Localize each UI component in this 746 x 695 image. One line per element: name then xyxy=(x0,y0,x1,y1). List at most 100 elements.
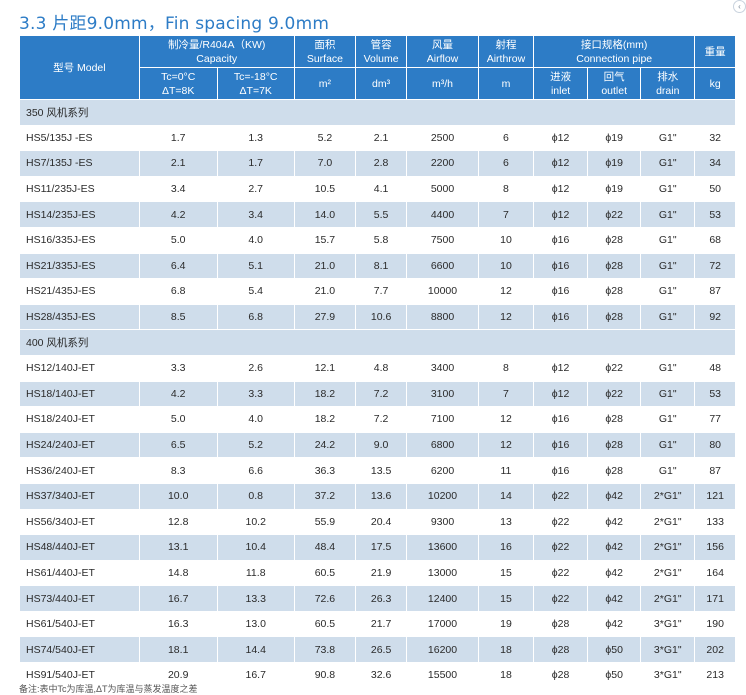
cell-weight: 171 xyxy=(694,585,736,612)
cell-surface: 14.0 xyxy=(293,201,357,228)
cell-cap-tc0: 2.1 xyxy=(138,150,218,177)
cell-outlet: ϕ28 xyxy=(587,304,642,331)
table-row: HS36/240J-ET 8.3 6.6 36.3 13.5 6200 11 ϕ16 ϕ28 G1… xyxy=(19,457,736,484)
cell-surface: 12.1 xyxy=(293,355,357,382)
conn-en: Connection pipe xyxy=(576,52,653,65)
cell-volume: 5.5 xyxy=(355,201,408,228)
cell-airflow: 2200 xyxy=(406,150,479,177)
table-body: 350 风机系列 HS5/135J -ES 1.7 1.3 5.2 2.1 2500 6 ϕ1… xyxy=(19,99,736,689)
cell-cap-tc0: 3.4 xyxy=(138,176,218,203)
spec-table: 型号 Model 制冷量/R404A（KW) Capacity 面积 Surfa… xyxy=(19,35,736,689)
cell-cap-tc18: 10.2 xyxy=(216,509,295,536)
cell-volume: 7.7 xyxy=(355,278,408,305)
cell-inlet: ϕ16 xyxy=(533,457,589,484)
page-title: 3.3 片距9.0mm，Fin spacing 9.0mm xyxy=(19,14,330,34)
cell-surface: 72.6 xyxy=(293,585,357,612)
cell-cap-tc18: 4.0 xyxy=(216,227,295,254)
cell-model: HS18/140J-ET xyxy=(19,381,140,408)
cell-airflow: 3400 xyxy=(406,355,479,382)
cell-drain: G1" xyxy=(640,253,696,280)
cell-airflow: 10200 xyxy=(406,483,479,510)
cell-model: HS28/435J-ES xyxy=(19,304,140,331)
col-volume: 管容 Volume xyxy=(355,35,408,68)
col-connection: 接口规格(mm) Connection pipe xyxy=(533,35,696,68)
cell-drain: G1" xyxy=(640,125,696,152)
cell-airthrow: 18 xyxy=(477,636,535,664)
table-row: HS28/435J-ES 8.5 6.8 27.9 10.6 8800 12 ϕ16 ϕ28 G1… xyxy=(19,304,736,331)
table-header: 型号 Model 制冷量/R404A（KW) Capacity 面积 Surfa… xyxy=(19,35,736,100)
scroll-indicator-icon[interactable]: ‹ xyxy=(733,0,746,13)
cell-outlet: ϕ42 xyxy=(587,611,642,638)
cell-inlet: ϕ16 xyxy=(533,278,589,305)
cell-surface: 18.2 xyxy=(293,406,357,433)
cell-model: HS7/135J -ES xyxy=(19,150,140,177)
cell-cap-tc18: 5.1 xyxy=(216,253,295,280)
cell-airthrow: 11 xyxy=(477,457,535,484)
cell-drain: G1" xyxy=(640,227,696,254)
airthrow-cn: 射程 xyxy=(495,38,517,51)
cell-cap-tc18: 5.4 xyxy=(216,278,295,305)
table-row: HS73/440J-ET 16.7 13.3 72.6 26.3 12400 15 ϕ22 ϕ4… xyxy=(19,585,736,612)
cell-volume: 26.3 xyxy=(355,585,408,612)
cell-outlet: ϕ42 xyxy=(587,585,642,612)
section-label: 350 风机系列 xyxy=(19,99,736,126)
cell-cap-tc0: 3.3 xyxy=(138,355,218,382)
cell-inlet: ϕ16 xyxy=(533,253,589,280)
cell-airflow: 4400 xyxy=(406,201,479,228)
cell-model: HS5/135J -ES xyxy=(19,125,140,152)
cell-airthrow: 12 xyxy=(477,406,535,433)
col-model: 型号 Model xyxy=(19,35,140,100)
cell-cap-tc18: 11.8 xyxy=(216,560,295,587)
cell-airflow: 16200 xyxy=(406,636,479,664)
cell-outlet: ϕ22 xyxy=(587,355,642,382)
cell-airflow: 17000 xyxy=(406,611,479,638)
cell-weight: 133 xyxy=(694,509,736,536)
cell-weight: 50 xyxy=(694,176,736,203)
cell-volume: 21.7 xyxy=(355,611,408,638)
cell-cap-tc18: 6.8 xyxy=(216,304,295,331)
cell-model: HS73/440J-ET xyxy=(19,585,140,612)
unit-airthrow: m xyxy=(477,67,535,100)
table-row: HS12/140J-ET 3.3 2.6 12.1 4.8 3400 8 ϕ12 ϕ22 G1" 4… xyxy=(19,355,736,382)
cell-airthrow: 10 xyxy=(477,253,535,280)
cell-weight: 77 xyxy=(694,406,736,433)
cell-airflow: 15500 xyxy=(406,662,479,689)
cell-outlet: ϕ28 xyxy=(587,457,642,484)
section-label: 400 风机系列 xyxy=(19,329,736,356)
cell-airflow: 3100 xyxy=(406,381,479,408)
cell-weight: 32 xyxy=(694,125,736,152)
cell-model: HS11/235J-ES xyxy=(19,176,140,203)
cell-surface: 27.9 xyxy=(293,304,357,331)
volume-en: Volume xyxy=(363,52,399,65)
cell-airthrow: 15 xyxy=(477,585,535,612)
cell-surface: 60.5 xyxy=(293,560,357,587)
table-row: HS21/335J-ES 6.4 5.1 21.0 8.1 6600 10 ϕ16 ϕ28 G1"… xyxy=(19,253,736,280)
cell-surface: 10.5 xyxy=(293,176,357,203)
cell-drain: 2*G1" xyxy=(640,509,696,536)
cell-outlet: ϕ19 xyxy=(587,125,642,152)
cell-airflow: 7500 xyxy=(406,227,479,254)
table-row: HS61/540J-ET 16.3 13.0 60.5 21.7 17000 19 ϕ28 ϕ4… xyxy=(19,611,736,638)
cell-cap-tc18: 10.4 xyxy=(216,534,295,561)
cell-cap-tc18: 0.8 xyxy=(216,483,295,510)
cell-outlet: ϕ28 xyxy=(587,278,642,305)
cell-airthrow: 12 xyxy=(477,304,535,331)
cell-cap-tc0: 1.7 xyxy=(138,125,218,152)
cell-drain: 2*G1" xyxy=(640,560,696,587)
cell-airthrow: 18 xyxy=(477,662,535,689)
cell-outlet: ϕ28 xyxy=(587,432,642,459)
cell-cap-tc18: 13.3 xyxy=(216,585,295,612)
sub-outlet: 回气 outlet xyxy=(587,67,642,100)
cell-weight: 213 xyxy=(694,662,736,689)
cell-drain: G1" xyxy=(640,150,696,177)
cell-inlet: ϕ22 xyxy=(533,585,589,612)
section-row-400: 400 风机系列 xyxy=(19,329,736,356)
cell-surface: 60.5 xyxy=(293,611,357,638)
cell-cap-tc18: 6.6 xyxy=(216,457,295,484)
cell-drain: 2*G1" xyxy=(640,483,696,510)
surface-cn: 面积 xyxy=(314,38,336,51)
cell-airthrow: 19 xyxy=(477,611,535,638)
cell-airthrow: 7 xyxy=(477,201,535,228)
cell-volume: 7.2 xyxy=(355,381,408,408)
capacity-en: Capacity xyxy=(196,52,238,65)
